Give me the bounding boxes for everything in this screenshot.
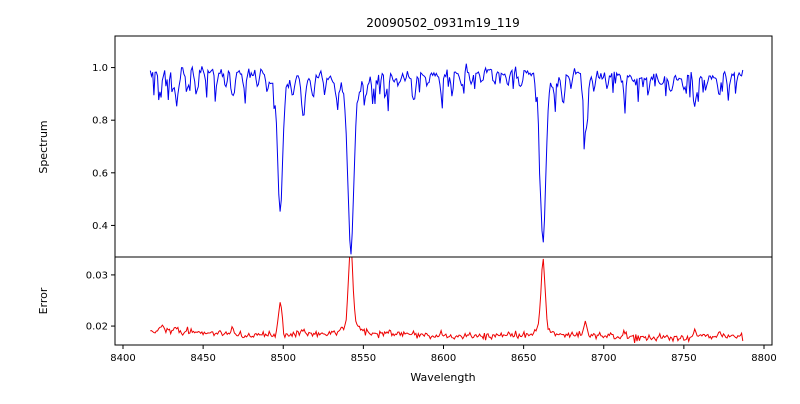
y-tick-label-spectrum: 1.0 (92, 63, 108, 74)
y-tick-label-spectrum: 0.6 (92, 168, 108, 179)
x-tick-label: 8600 (431, 353, 456, 364)
chart-title: 20090502_0931m19_119 (366, 16, 519, 30)
y-tick-label-error: 0.03 (86, 270, 108, 281)
x-tick-label: 8500 (271, 353, 296, 364)
x-tick-label: 8700 (591, 353, 616, 364)
x-axis-label: Wavelength (410, 371, 475, 384)
x-tick-label: 8650 (511, 353, 536, 364)
spectrum-line (149, 63, 744, 255)
x-tick-label: 8550 (351, 353, 376, 364)
x-tick-label: 8400 (110, 353, 135, 364)
y-axis-label-spectrum: Spectrum (37, 120, 50, 173)
x-tick-label: 8450 (190, 353, 215, 364)
x-tick-label: 8750 (671, 353, 696, 364)
error-line (150, 257, 744, 344)
x-tick-label: 8800 (751, 353, 776, 364)
y-tick-label-spectrum: 0.4 (92, 221, 108, 232)
y-tick-label-error: 0.02 (86, 322, 108, 333)
y-tick-label-spectrum: 0.8 (92, 116, 108, 127)
error-axes-frame (114, 256, 773, 346)
y-axis-label-error: Error (37, 287, 50, 314)
spectrum-axes-frame (114, 35, 773, 258)
plot-axes: 8400 8450 8500 8550 8600 8650 8700 8750 8800 0.4 0… (86, 35, 777, 364)
plot-series (149, 63, 744, 344)
